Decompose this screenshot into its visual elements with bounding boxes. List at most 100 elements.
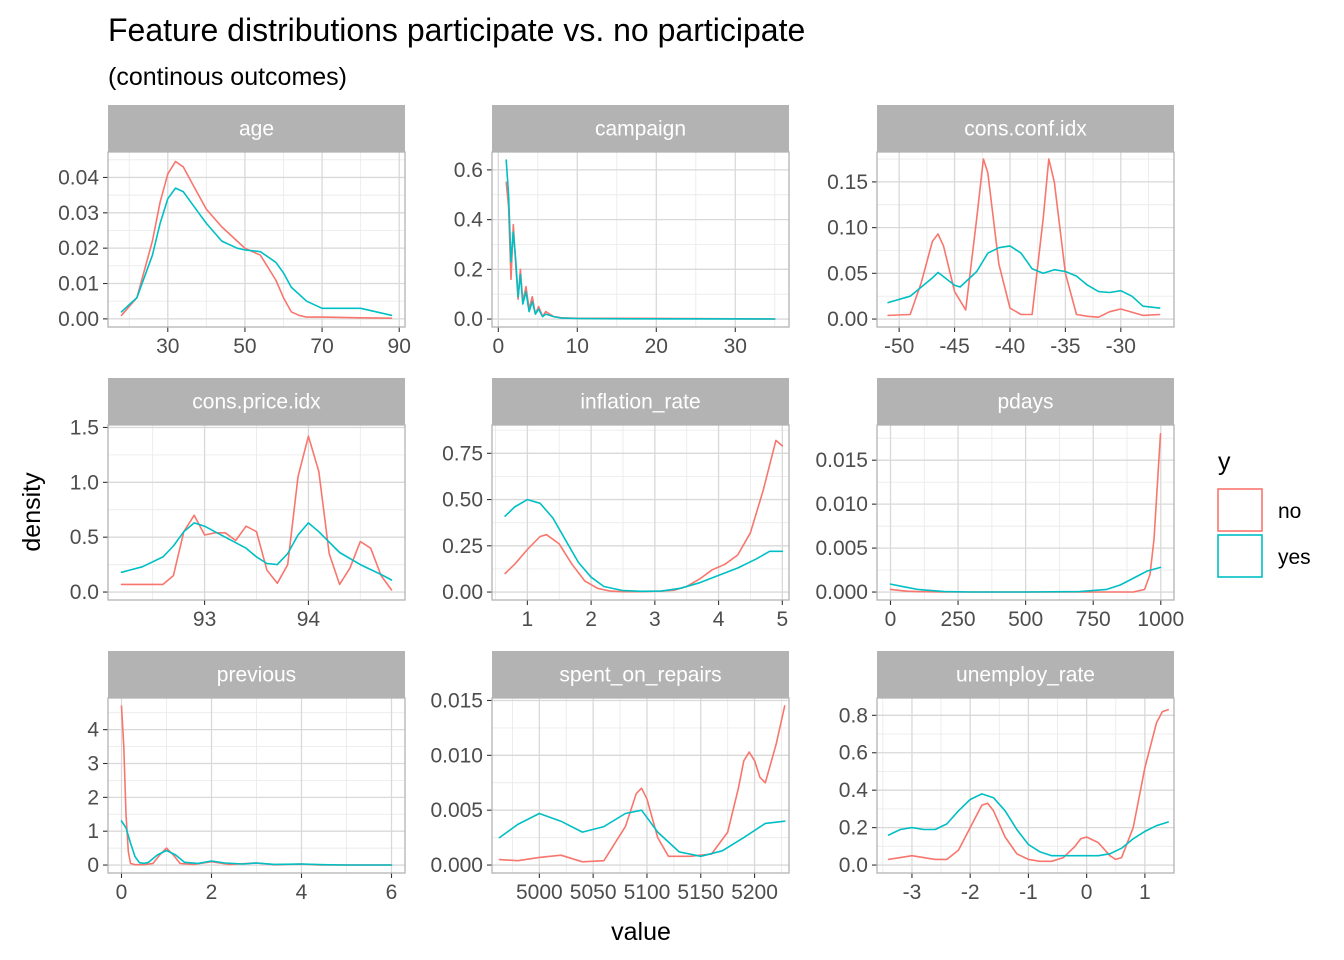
panel-pdays: pdays 0 250 500 750 1000 0.000 0.005 0.010 0.015 [815,378,1184,631]
y-tick-label: 0.00 [58,308,99,331]
x-tick-label: 750 [1076,608,1111,631]
y-tick-label: 0.000 [815,581,868,604]
y-tick-label: 0.010 [430,744,483,767]
y-tick-label: 4 [87,719,99,742]
y-tick-label: 0.015 [815,449,868,472]
x-tick-label: 3 [649,608,661,631]
x-tick-label: 500 [1008,608,1043,631]
density-line-yes [504,498,784,593]
panel-border [491,697,790,874]
y-tick-label: 0.03 [58,202,99,225]
y-tick-label: 0.6 [454,159,483,182]
y-tick-label: 0.05 [827,262,868,285]
y-tick-label: 0.10 [827,217,868,240]
x-tick-label: 5000 [516,881,563,904]
density-line-yes [120,187,393,317]
x-tick-label: -30 [1106,335,1136,358]
panel-border [491,151,790,328]
strip-label: spent_on_repairs [559,664,721,687]
strip-background [108,378,405,425]
y-axis-title: density [18,472,46,552]
plot-background [877,152,1174,327]
y-tick-label: 1 [87,820,99,843]
x-tick-label: -3 [903,881,922,904]
y-tick-label: 0.015 [430,689,483,712]
panel-border [107,424,406,601]
y-tick-label: 0.4 [454,209,484,232]
strip-label: cons.conf.idx [964,118,1087,141]
legend-label-no: no [1278,500,1301,523]
x-tick-label: 4 [296,881,308,904]
panel-spent-on-repairs: spent_on_repairs 5000 5050 5100 5150 5200 0.00… [430,651,790,904]
strip-background [877,651,1174,698]
panel-border [876,697,1175,874]
y-tick-label: 1.0 [70,471,99,494]
x-tick-label: 250 [941,608,976,631]
y-tick-label: 0.005 [815,537,868,560]
panel-border [107,697,406,874]
x-tick-label: 2 [585,608,597,631]
y-tick-label: 0 [87,854,99,877]
chart-subtitle: (continous outcomes) [108,63,347,91]
y-tick-label: 0.50 [442,489,483,512]
x-tick-label: 5100 [624,881,671,904]
x-tick-label: -35 [1050,335,1080,358]
x-tick-label: 5 [776,608,788,631]
y-tick-label: 3 [87,752,99,775]
x-tick-label: 20 [645,335,668,358]
panel-border [491,424,790,601]
density-line-no [120,160,393,319]
panel-cons-price-idx: cons.price.idx 93 94 0.0 0.5 1.0 1.5 [70,378,406,631]
strip-background [108,651,405,698]
density-line-yes [889,566,1162,593]
panel-previous: previous 0 2 4 6 0 1 2 3 4 [87,651,406,904]
x-tick-label: 0 [116,881,128,904]
y-tick-label: 0.0 [70,581,99,604]
strip-background [492,651,789,698]
legend-title: y [1218,448,1231,476]
y-tick-label: 0.02 [58,237,99,260]
strip-label: unemploy_rate [956,664,1095,687]
x-tick-label: 1000 [1137,608,1184,631]
legend: y no yes [1217,448,1311,578]
y-tick-label: 0.6 [839,742,868,765]
y-tick-label: 0.15 [827,171,868,194]
strip-label: campaign [595,118,686,141]
density-line-no [887,158,1161,318]
y-tick-label: 0.75 [442,442,483,465]
density-line-yes [498,809,786,858]
y-tick-label: 0.00 [827,308,868,331]
y-tick-label: 1.5 [70,416,99,439]
plot-background [108,152,405,327]
y-tick-label: 2 [87,786,99,809]
density-line-yes [887,793,1169,857]
density-line-no [889,433,1162,593]
x-axis-title: value [611,918,671,946]
x-tick-label: 5200 [731,881,778,904]
panel-inflation-rate: inflation_rate 1 2 3 4 5 0.00 0.25 0.50 0.75 [442,378,790,631]
x-tick-label: 0 [492,335,504,358]
y-tick-label: 0.0 [839,854,868,877]
plot-background [877,698,1174,873]
density-line-yes [120,820,393,866]
density-line-yes [120,522,393,581]
y-tick-label: 0.005 [430,799,483,822]
y-tick-label: 0.010 [815,493,868,516]
x-tick-label: 93 [193,608,216,631]
strip-background [492,105,789,152]
plot-background [492,152,789,327]
x-tick-label: -1 [1019,881,1038,904]
strip-label: age [239,118,274,141]
plot-background [492,698,789,873]
x-tick-label: 1 [522,608,534,631]
y-tick-label: 0.04 [58,166,99,189]
x-tick-label: 90 [388,335,411,358]
strip-label: pdays [997,391,1053,414]
panel-border [876,151,1175,328]
strip-background [877,378,1174,425]
x-tick-label: -2 [961,881,980,904]
y-tick-label: 0.8 [839,704,868,727]
density-line-yes [887,245,1161,309]
y-tick-label: 0.000 [430,854,483,877]
